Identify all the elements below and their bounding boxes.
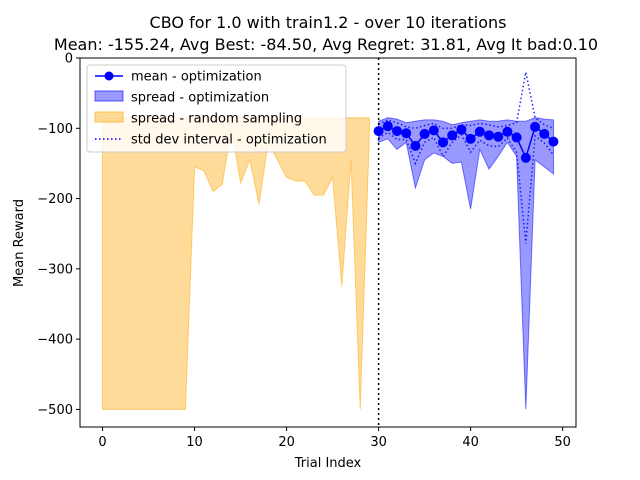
axes-frame — [79, 57, 577, 428]
legend-box — [86, 64, 347, 153]
mean-point — [419, 128, 430, 139]
x-tick-label: 0 — [98, 435, 106, 450]
mean-point — [511, 132, 522, 143]
x-tick-label: 30 — [370, 435, 387, 450]
std-lower-line — [378, 131, 555, 244]
axes: 0 10 20 30 40 50 0 −100 −200 −300 −400 −500 — [37, 52, 577, 450]
y-tick-label: −300 — [37, 262, 73, 277]
mean-point — [438, 137, 449, 148]
legend-spread-opt-swatch-icon — [94, 90, 124, 102]
mean-point — [530, 121, 541, 132]
legend-label-spread-opt: spread - optimization — [131, 91, 269, 106]
mean-point — [493, 131, 504, 142]
chart-subtitle: Mean: -155.24, Avg Best: -84.50, Avg Reg… — [54, 35, 598, 54]
legend: mean - optimization spread - optimizatio… — [86, 64, 347, 153]
legend-item-mean: mean - optimization — [95, 70, 262, 85]
legend-spread-random-swatch-icon — [94, 111, 124, 123]
x-tick-label: 40 — [462, 435, 479, 450]
legend-label-spread-random: spread - random sampling — [131, 112, 302, 127]
mean-point — [447, 130, 458, 141]
mean-point — [520, 152, 531, 163]
x-axis-label: Trial Index — [294, 456, 362, 471]
y-tick-label: −400 — [37, 333, 73, 348]
legend-item-std: std dev interval - optimization — [95, 133, 327, 148]
x-tick-label: 50 — [554, 435, 571, 450]
legend-mean-marker-icon — [104, 71, 114, 81]
mean-point — [456, 124, 467, 135]
mean-point — [382, 121, 393, 132]
mean-point — [392, 126, 403, 137]
y-tick-label: −100 — [37, 122, 73, 137]
legend-label-mean: mean - optimization — [131, 70, 262, 85]
legend-item-spread-opt: spread - optimization — [94, 90, 269, 106]
mean-point — [502, 126, 513, 137]
plot-area — [102, 58, 559, 427]
mean-point — [474, 126, 485, 137]
mean-point — [539, 128, 550, 139]
x-tick-label: 10 — [186, 435, 203, 450]
random-spread-area — [102, 117, 370, 410]
chart-title: CBO for 1.0 with train1.2 - over 10 iter… — [150, 13, 507, 32]
mean-point — [548, 136, 559, 147]
mean-point — [484, 130, 495, 141]
std-upper-line — [378, 71, 554, 130]
optimization-spread-area — [378, 117, 554, 410]
legend-label-std: std dev interval - optimization — [131, 133, 327, 148]
mean-point — [373, 126, 384, 137]
y-axis-label: Mean Reward — [12, 199, 27, 287]
legend-item-spread-random: spread - random sampling — [94, 111, 302, 127]
mean-point — [465, 133, 476, 144]
x-tick-label: 20 — [278, 435, 295, 450]
y-tick-label: 0 — [65, 52, 73, 67]
y-tick-label: −500 — [37, 403, 73, 418]
mean-point — [410, 140, 421, 151]
mean-point — [401, 128, 412, 139]
y-tick-label: −200 — [37, 192, 73, 207]
mean-point — [428, 125, 439, 136]
